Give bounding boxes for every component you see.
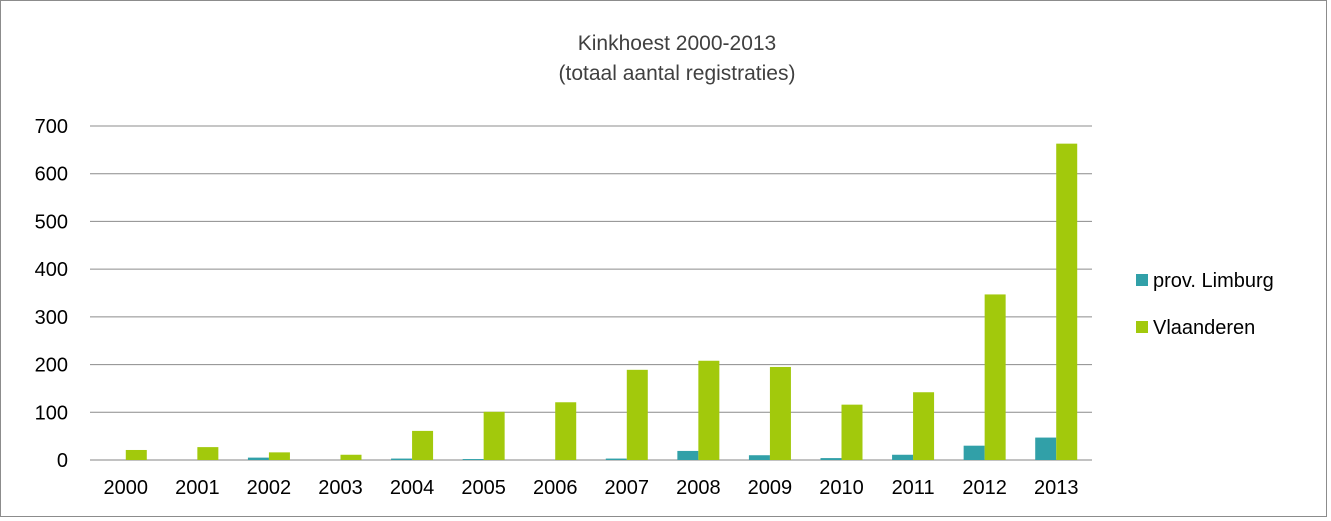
bar-vlaanderen — [769, 366, 791, 460]
y-tick-label: 100 — [35, 402, 68, 424]
bar-vlaanderen — [268, 452, 290, 460]
bar-prov-limburg — [677, 450, 699, 460]
bar-prov-limburg — [892, 454, 914, 460]
bar-vlaanderen — [555, 402, 577, 460]
bar-prov-limburg — [1035, 437, 1057, 460]
bar-vlaanderen — [125, 449, 147, 460]
x-tick-label: 2002 — [247, 477, 292, 499]
bar-vlaanderen — [340, 454, 362, 460]
bar-prov-limburg — [748, 455, 770, 460]
legend-label: prov. Limburg — [1153, 270, 1274, 292]
x-axis-ticks: 2000 2001 2002 2003 2004 2005 2006 2007 2008 2009… — [104, 477, 1079, 499]
y-tick-label: 600 — [35, 164, 68, 186]
chart-subtitle: (totaal aantal registraties) — [559, 62, 796, 85]
x-tick-label: 2003 — [318, 477, 363, 499]
y-tick-label: 500 — [35, 211, 68, 233]
bar-vlaanderen — [483, 411, 505, 460]
x-tick-label: 2007 — [605, 477, 650, 499]
bar-prov-limburg — [247, 457, 269, 460]
bar-vlaanderen — [197, 447, 219, 460]
bar-vlaanderen — [841, 404, 863, 460]
x-tick-label: 2005 — [461, 477, 506, 499]
x-tick-label: 2009 — [748, 477, 793, 499]
y-tick-label: 700 — [35, 116, 68, 138]
y-tick-label: 0 — [57, 450, 68, 472]
bar-vlaanderen — [626, 369, 648, 460]
bars — [125, 143, 1078, 460]
chart-title: Kinkhoest 2000-2013 — [578, 32, 777, 55]
bar-prov-limburg — [605, 458, 627, 460]
legend-swatch — [1136, 274, 1148, 286]
x-tick-label: 2010 — [819, 477, 864, 499]
y-tick-label: 300 — [35, 307, 68, 329]
bar-vlaanderen — [984, 294, 1006, 460]
bar-vlaanderen — [1056, 143, 1078, 460]
x-tick-label: 2004 — [390, 477, 435, 499]
legend-swatch — [1136, 321, 1148, 333]
y-tick-label: 200 — [35, 355, 68, 377]
y-tick-label: 400 — [35, 259, 68, 281]
legend-label: Vlaanderen — [1153, 317, 1255, 339]
legend: prov. Limburg Vlaanderen — [1136, 270, 1274, 339]
bar-vlaanderen — [913, 392, 935, 460]
x-tick-label: 2001 — [175, 477, 220, 499]
bar-vlaanderen — [698, 360, 720, 460]
bar-prov-limburg — [963, 445, 985, 460]
x-tick-label: 2006 — [533, 477, 578, 499]
x-tick-label: 2013 — [1034, 477, 1079, 499]
x-tick-label: 2011 — [892, 477, 935, 499]
y-axis-ticks: 0 100 200 300 400 500 600 700 — [35, 116, 68, 472]
bar-prov-limburg — [391, 458, 413, 460]
gridlines — [90, 125, 1092, 461]
bar-prov-limburg — [820, 458, 842, 460]
bar-prov-limburg — [462, 459, 484, 460]
x-tick-label: 2000 — [104, 477, 149, 499]
x-tick-label: 2008 — [676, 477, 721, 499]
x-tick-label: 2012 — [962, 477, 1007, 499]
bar-vlaanderen — [412, 430, 434, 460]
